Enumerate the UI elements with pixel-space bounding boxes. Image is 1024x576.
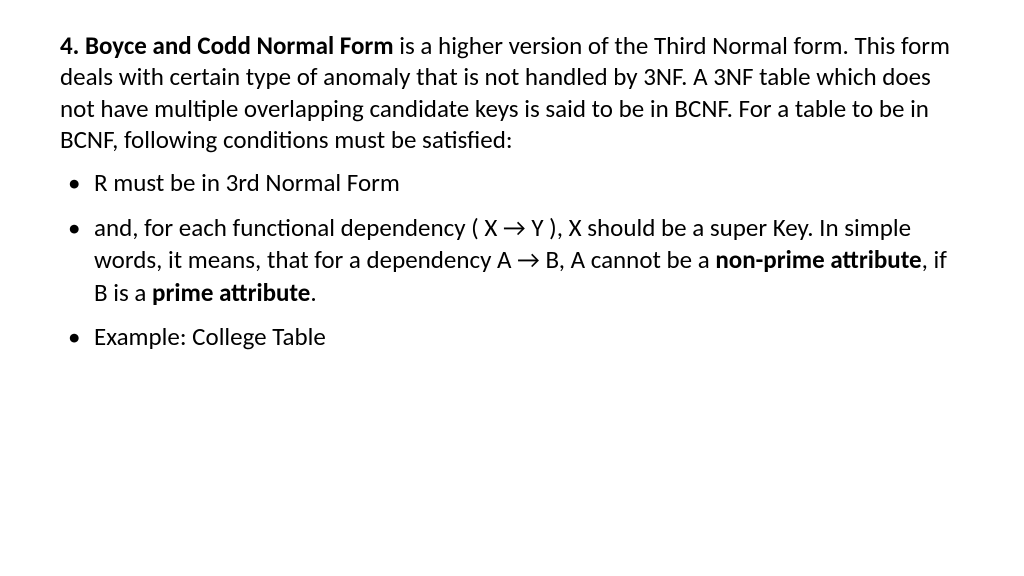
bullet-2-p3: .	[310, 277, 316, 308]
bullet-1: R must be in 3rd Normal Form	[88, 167, 964, 200]
bullet-2-bold1: non-prime attribute	[715, 244, 921, 275]
bullet-2-bold2: prime attribute	[152, 277, 310, 308]
bullet-3-text: Example: College Table	[94, 321, 326, 352]
slide-content: 4. Boyce and Codd Normal Form is a highe…	[0, 0, 1024, 396]
intro-lead-bold: 4. Boyce and Codd Normal Form	[60, 30, 394, 61]
bullet-1-text: R must be in 3rd Normal Form	[94, 167, 400, 198]
bullet-list: R must be in 3rd Normal Form and, for ea…	[60, 167, 964, 354]
bullet-3: Example: College Table	[88, 321, 964, 354]
intro-paragraph: 4. Boyce and Codd Normal Form is a highe…	[60, 30, 964, 155]
bullet-2: and, for each functional dependency ( X …	[88, 212, 964, 310]
